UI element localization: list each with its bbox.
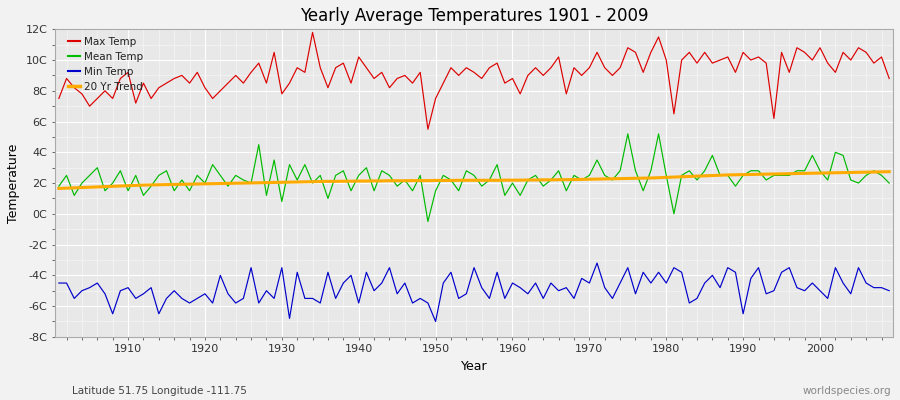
Text: worldspecies.org: worldspecies.org bbox=[803, 386, 891, 396]
Title: Yearly Average Temperatures 1901 - 2009: Yearly Average Temperatures 1901 - 2009 bbox=[300, 7, 648, 25]
Text: Latitude 51.75 Longitude -111.75: Latitude 51.75 Longitude -111.75 bbox=[72, 386, 247, 396]
Y-axis label: Temperature: Temperature bbox=[7, 143, 20, 223]
X-axis label: Year: Year bbox=[461, 360, 487, 373]
Legend: Max Temp, Mean Temp, Min Temp, 20 Yr Trend: Max Temp, Mean Temp, Min Temp, 20 Yr Tre… bbox=[63, 32, 148, 96]
